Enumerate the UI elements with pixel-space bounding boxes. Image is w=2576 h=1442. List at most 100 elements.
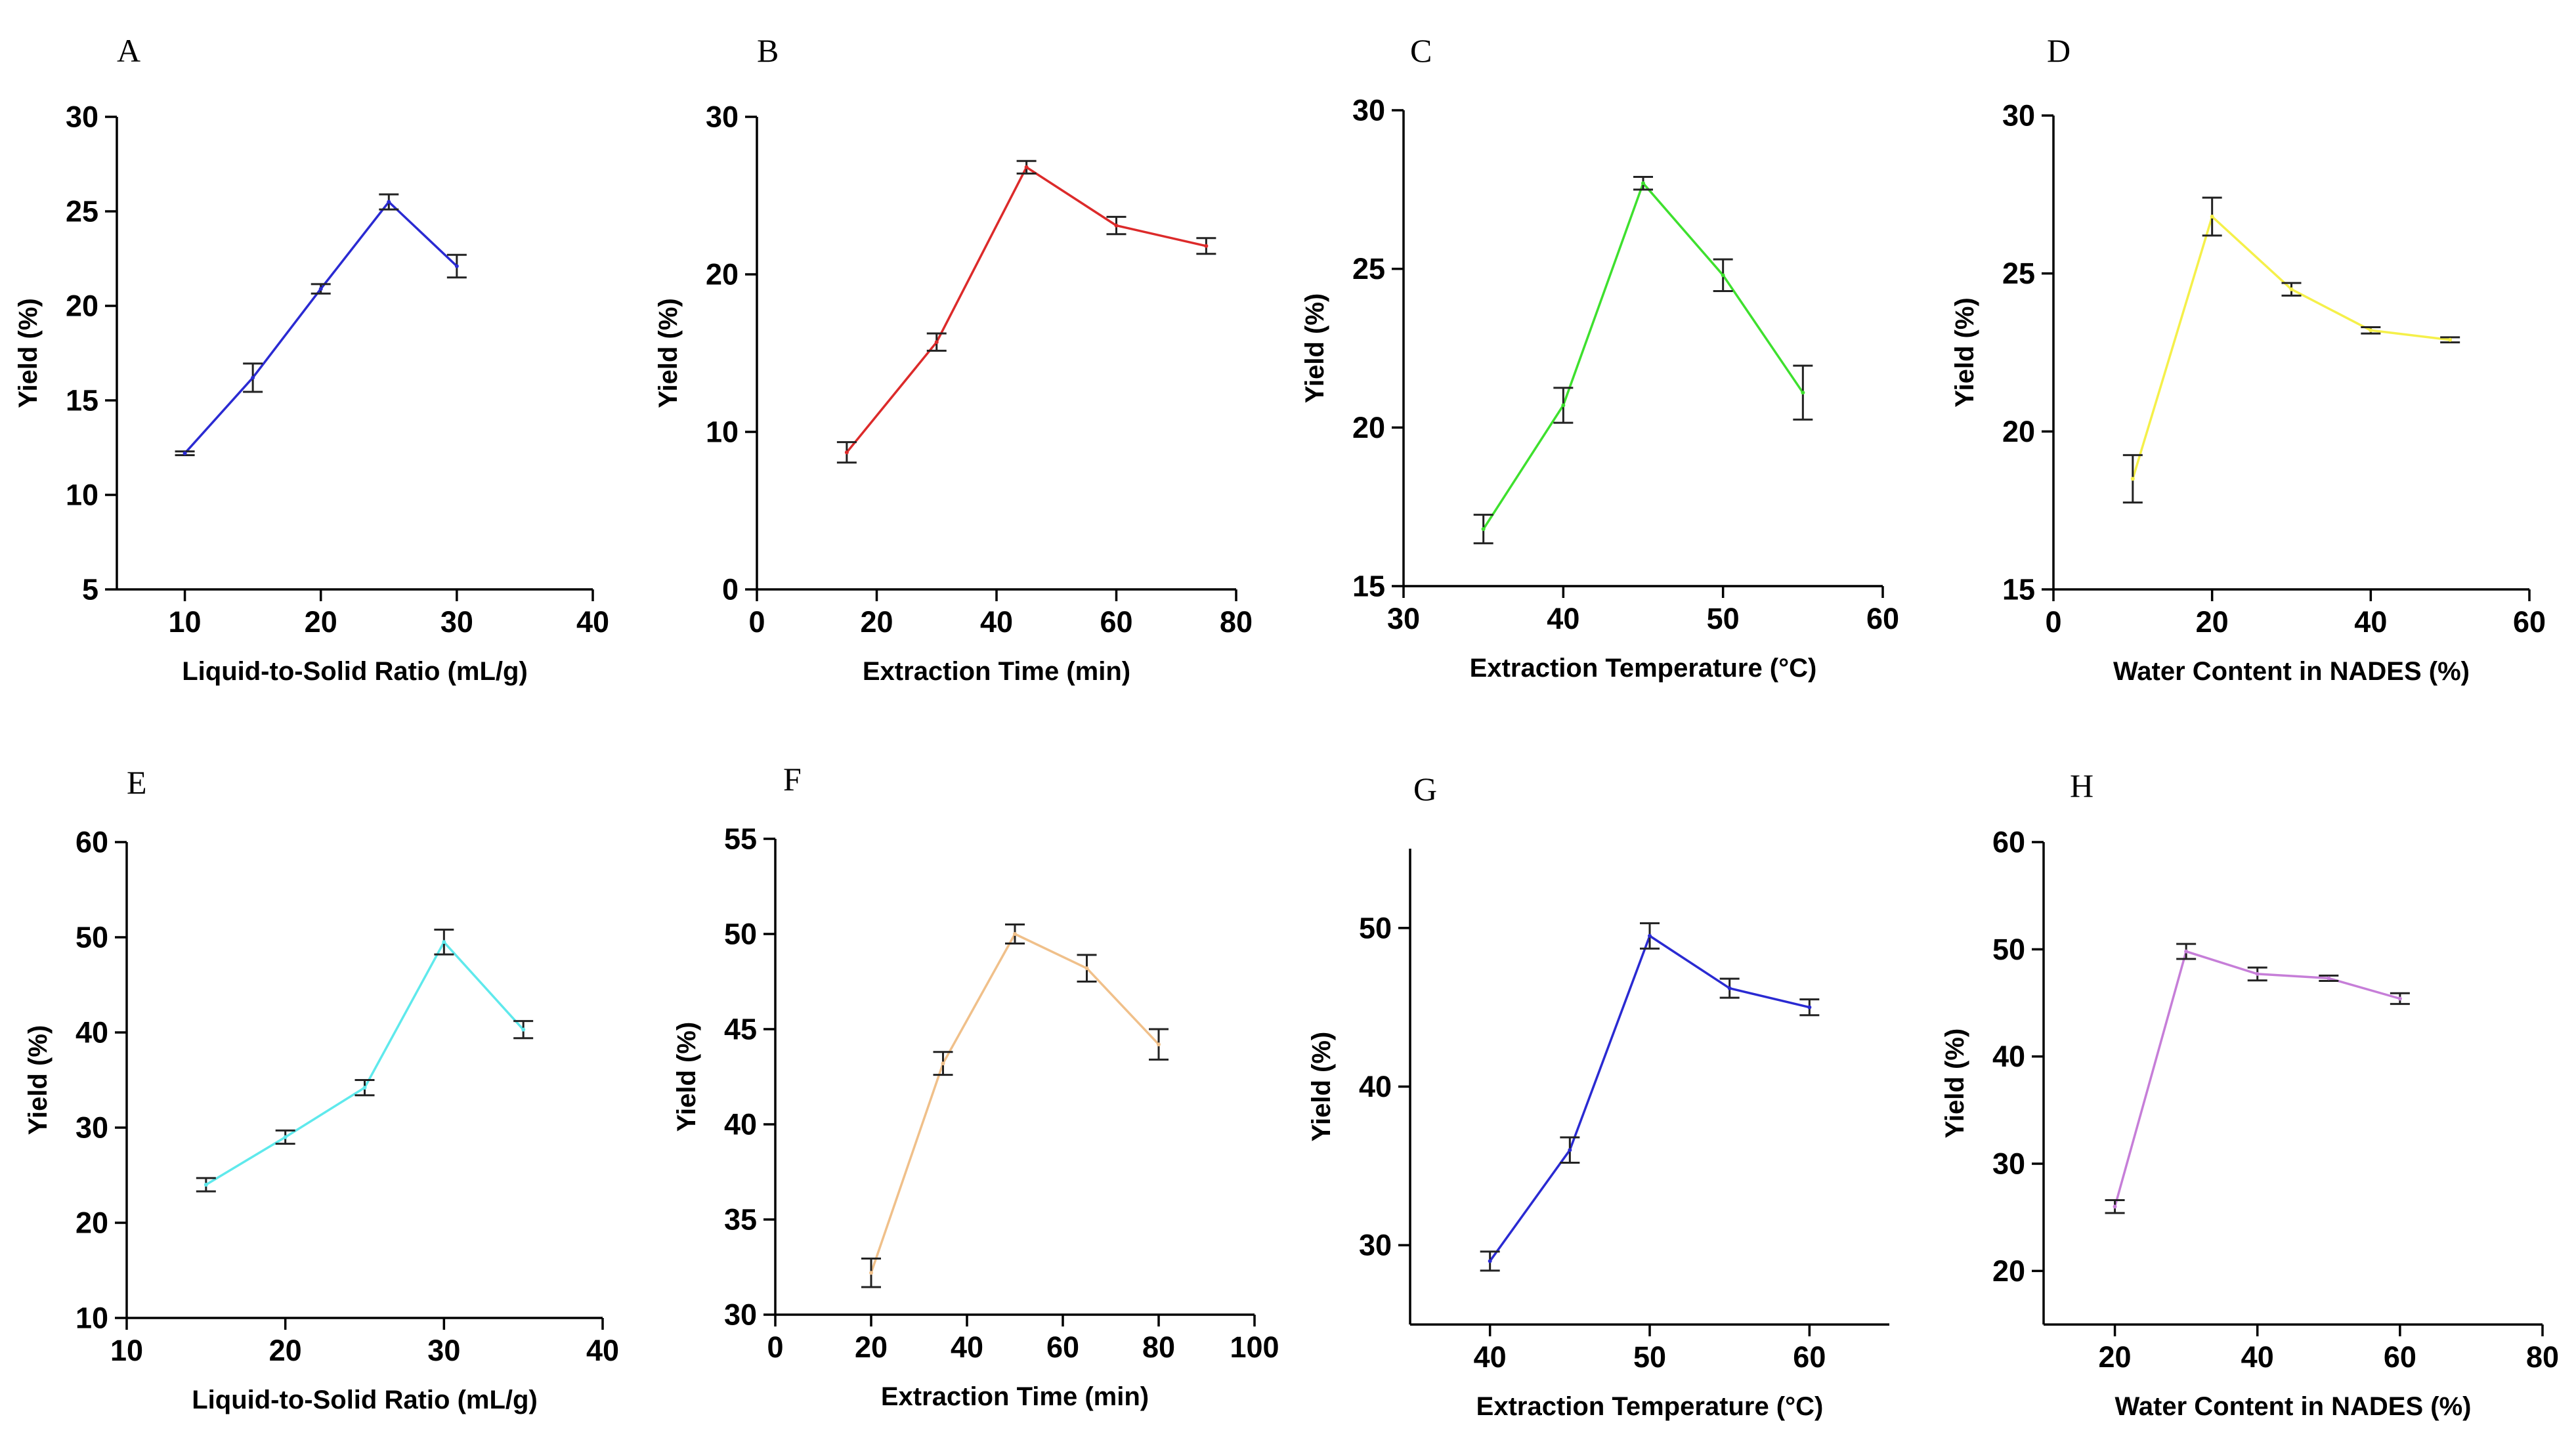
x-tick-label-e: 30 <box>427 1334 460 1367</box>
y-tick-label-h: 50 <box>1992 933 2025 966</box>
panel-g: G 30 40 50 40 50 60 Extraction Temperature (°C)… <box>1307 771 1889 1421</box>
y-tick-label-g: 40 <box>1359 1070 1392 1103</box>
x-tick-label-f: 0 <box>767 1330 783 1364</box>
data-point-h <box>2397 996 2402 1001</box>
panel-letter-c: C <box>1410 32 1432 69</box>
x-tick-label-b: 40 <box>980 605 1013 639</box>
data-point-d <box>2210 215 2214 219</box>
y-tick-label-c: 20 <box>1352 411 1385 444</box>
y-tick-label-e: 50 <box>75 921 108 954</box>
y-tick-label-f: 35 <box>724 1203 757 1237</box>
x-tick-label-f: 80 <box>1142 1330 1175 1364</box>
data-point-b <box>1024 165 1029 169</box>
x-tick-label-a: 20 <box>305 605 337 639</box>
data-point-c <box>1481 527 1486 531</box>
x-tick-label-h: 60 <box>2384 1340 2416 1374</box>
y-tick-label-e: 10 <box>75 1302 108 1335</box>
y-tick-label-f: 55 <box>724 822 757 856</box>
data-point-f <box>869 1271 873 1275</box>
x-tick-label-d: 60 <box>2513 605 2546 639</box>
panel-d: D 15 20 25 30 0 20 40 60 Water Content in NADES (… <box>1950 32 2546 686</box>
data-point-c <box>1561 403 1566 408</box>
x-tick-label-f: 100 <box>1230 1330 1279 1364</box>
x-axis-title-a: Liquid-to-Solid Ratio (mL/g) <box>182 657 528 686</box>
x-axis-title-b: Extraction Time (min) <box>863 657 1130 686</box>
y-tick-label-d: 25 <box>2002 257 2035 290</box>
y-tick-label-a: 30 <box>66 100 98 134</box>
data-point-e <box>521 1027 526 1032</box>
y-tick-label-c: 30 <box>1352 94 1385 127</box>
data-point-b <box>934 340 939 345</box>
data-point-c <box>1641 181 1645 186</box>
x-tick-label-b: 20 <box>860 605 893 639</box>
y-tick-label-f: 45 <box>724 1013 757 1046</box>
data-point-a <box>182 451 187 456</box>
data-point-a <box>387 200 391 204</box>
data-point-d <box>2130 477 2135 481</box>
y-tick-label-b: 0 <box>722 573 739 606</box>
y-tick-label-e: 30 <box>75 1111 108 1145</box>
x-axis-title-h: Water Content in NADES (%) <box>2115 1392 2472 1421</box>
panel-c: C 15 20 25 30 30 40 50 60 Extraction Temperature … <box>1300 32 1899 683</box>
data-point-b <box>1114 223 1119 228</box>
data-point-f <box>941 1061 945 1066</box>
x-tick-label-b: 0 <box>748 605 765 639</box>
panel-letter-g: G <box>1413 771 1437 807</box>
x-tick-label-b: 80 <box>1220 605 1253 639</box>
series-line-h <box>2113 950 2401 1207</box>
x-tick-label-c: 30 <box>1387 602 1420 635</box>
y-tick-label-e: 40 <box>75 1016 108 1050</box>
data-point-a <box>454 264 459 268</box>
y-tick-label-f: 40 <box>724 1108 757 1141</box>
y-tick-label-d: 15 <box>2002 573 2035 606</box>
x-tick-label-h: 80 <box>2526 1340 2559 1374</box>
x-tick-label-a: 10 <box>169 605 202 639</box>
x-tick-label-g: 50 <box>1633 1340 1666 1374</box>
y-axis-title-d: Yield (%) <box>1950 297 1979 407</box>
data-point-e <box>442 940 446 944</box>
data-point-d <box>2289 287 2294 291</box>
y-tick-label-h: 20 <box>1992 1254 2025 1288</box>
series-line-d <box>2132 215 2451 480</box>
panel-h: H 20 30 40 50 60 20 40 60 80 Water Content in NADE… <box>1941 767 2559 1421</box>
panel-letter-e: E <box>127 764 147 801</box>
data-point-g <box>1568 1148 1572 1153</box>
series-line-g <box>1489 935 1810 1262</box>
panel-letter-b: B <box>757 32 779 69</box>
x-tick-label-a: 30 <box>440 605 473 639</box>
x-axis-title-e: Liquid-to-Solid Ratio (mL/g) <box>192 1386 538 1414</box>
data-point-f <box>1084 966 1089 971</box>
panel-a: A 5 10 15 20 25 30 10 20 30 40 Liquid-to-Solid Rati… <box>14 32 609 686</box>
x-tick-label-a: 40 <box>576 605 609 639</box>
x-tick-label-e: 40 <box>586 1334 619 1367</box>
data-point-a <box>251 375 255 380</box>
y-tick-label-e: 60 <box>75 826 108 859</box>
data-point-g <box>1488 1259 1492 1263</box>
x-tick-label-c: 40 <box>1547 602 1579 635</box>
y-tick-label-d: 30 <box>2002 99 2035 133</box>
x-tick-label-h: 20 <box>2099 1340 2132 1374</box>
data-point-h <box>2184 949 2189 954</box>
y-axis-title-e: Yield (%) <box>24 1025 53 1135</box>
data-point-e <box>283 1135 288 1139</box>
x-axis-title-f: Extraction Time (min) <box>881 1382 1149 1411</box>
y-tick-label-h: 60 <box>1992 826 2025 859</box>
y-tick-label-c: 25 <box>1352 252 1385 286</box>
y-axis-title-f: Yield (%) <box>672 1022 701 1132</box>
panel-letter-a: A <box>117 32 140 69</box>
x-tick-label-g: 60 <box>1793 1340 1826 1374</box>
data-point-h <box>2113 1204 2117 1209</box>
y-tick-label-a: 10 <box>66 478 98 512</box>
series-line-e <box>205 941 525 1186</box>
series-line-a <box>184 200 458 454</box>
x-axis-title-c: Extraction Temperature (°C) <box>1470 654 1817 683</box>
x-tick-label-d: 40 <box>2354 605 2387 639</box>
series-line-f <box>870 933 1160 1273</box>
x-tick-label-c: 50 <box>1707 602 1740 635</box>
y-tick-label-f: 50 <box>724 918 757 951</box>
data-point-a <box>318 287 323 291</box>
y-tick-label-a: 15 <box>66 384 98 417</box>
data-point-h <box>2327 976 2331 981</box>
panel-letter-f: F <box>783 761 802 797</box>
y-axis-title-a: Yield (%) <box>14 298 43 408</box>
